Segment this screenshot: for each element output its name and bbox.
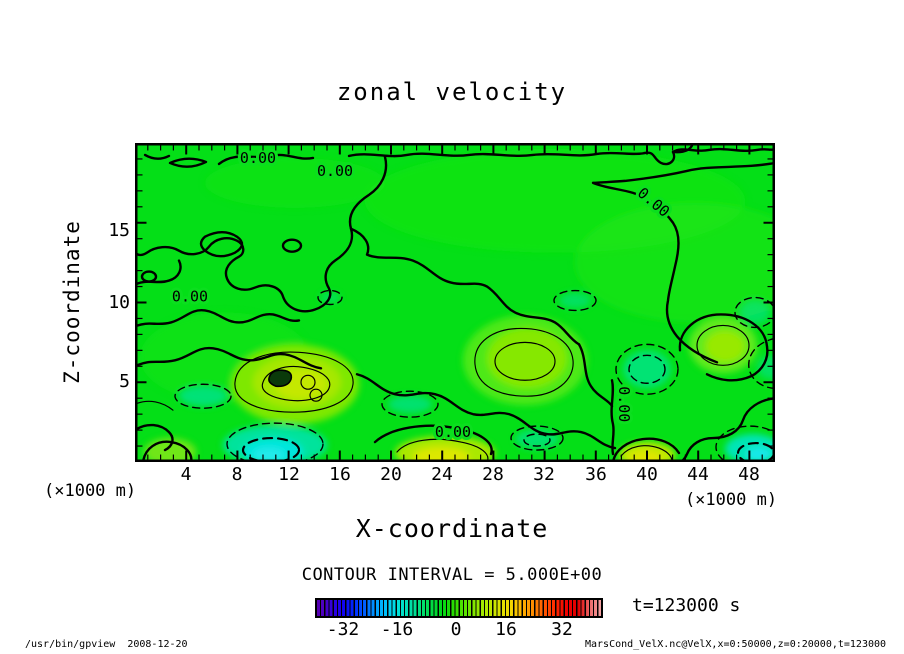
positive-contour-lines <box>137 324 750 461</box>
x-axis-label: X-coordinate <box>355 514 549 543</box>
colorbar-tick-label: 0 <box>450 619 462 640</box>
colorbar-tick-label: -16 <box>380 619 414 640</box>
x-tick-label: 28 <box>482 464 504 485</box>
y-tick-label: 5 <box>119 371 130 392</box>
colorbar-tick-label: 16 <box>495 619 517 640</box>
colorbar-tick-label: 32 <box>551 619 573 640</box>
contour-label: 0.00 <box>317 162 353 180</box>
x-tick-label: 24 <box>431 464 453 485</box>
x-tick-label: 44 <box>687 464 709 485</box>
y-axis-unit: (×1000 m) <box>44 481 137 501</box>
contour-label: 0.00 <box>615 386 633 422</box>
colorbar-tick-label: -32 <box>326 619 360 640</box>
x-tick-label: 40 <box>636 464 658 485</box>
x-tick-label: 8 <box>231 464 243 485</box>
negative-contour-lines-dashed <box>174 289 773 461</box>
axis-ticks <box>137 145 773 460</box>
time-label: t=123000 s <box>632 595 741 616</box>
contour-label: 0.00 <box>240 149 276 167</box>
zero-contour-lines <box>137 144 773 461</box>
x-tick-label: 16 <box>329 464 351 485</box>
page-title: zonal velocity <box>336 78 568 106</box>
x-tick-label: 4 <box>180 464 192 485</box>
y-tick-label: 10 <box>108 292 130 313</box>
footer-command-label: /usr/bin/gpview 2008-12-20 <box>25 639 188 650</box>
colorbar <box>315 598 603 618</box>
plot-frame <box>135 143 775 462</box>
footer-datapath-label: MarsCond_VelX.nc@VelX,x=0:50000,z=0:2000… <box>585 639 887 650</box>
contour-plot-canvas: 0.00 0.00 0.00 0.00 0.00 0.00 <box>135 143 775 462</box>
contour-interval-label: CONTOUR INTERVAL = 5.000E+00 <box>301 565 603 585</box>
contour-extremum-blob <box>268 369 293 388</box>
x-tick-label: 32 <box>533 464 555 485</box>
x-tick-label: 20 <box>380 464 402 485</box>
contour-fill-layer <box>140 148 773 461</box>
x-tick-label: 36 <box>585 464 607 485</box>
y-tick-label: 15 <box>108 220 130 241</box>
x-axis-unit: (×1000 m) <box>684 490 778 510</box>
x-tick-label: 48 <box>738 464 760 485</box>
contour-label: 0.00 <box>435 423 471 441</box>
x-tick-label: 12 <box>278 464 300 485</box>
contour-label: 0.00 <box>172 288 208 306</box>
